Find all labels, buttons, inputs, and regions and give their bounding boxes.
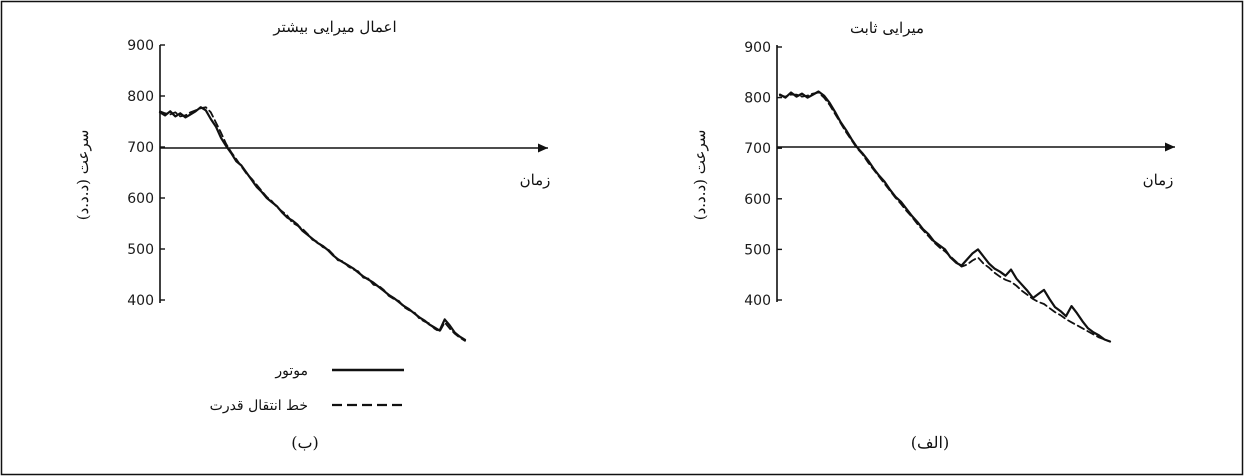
y-tick-label-b-700: 700 (127, 140, 154, 156)
y-tick-label-a-500: 500 (744, 242, 771, 258)
y-tick-label-a-400: 400 (744, 293, 771, 309)
series-line-a-driveline (779, 91, 1111, 343)
y-ticks-b: 900 800 700 600 500 400 (127, 38, 165, 309)
y-ticks-a: 900 800 700 600 500 400 (744, 40, 782, 309)
series-lines-b (158, 106, 467, 342)
y-tick-label-a-900: 900 (744, 40, 771, 56)
legend: موتور خط انتقال قدرت (210, 363, 404, 414)
y-tick-label-b-900: 900 (127, 38, 154, 54)
chart-title-b: اعمال میرایی بیشتر (272, 18, 396, 36)
series-lines-a (778, 90, 1112, 343)
y-tick-label-a-700: 700 (744, 141, 771, 157)
y-axis-label-b: سرعت (د.د.د) (74, 130, 92, 221)
chart-title-a: میرایی ثابت (850, 19, 924, 37)
x-axis-arrow-b (538, 143, 548, 153)
y-tick-label-a-600: 600 (744, 192, 771, 208)
y-tick-label-b-400: 400 (127, 293, 154, 309)
x-axis-arrow-a (1165, 142, 1175, 152)
x-axis-label-a: زمان (1143, 171, 1174, 189)
y-axis-label-a: سرعت (د.د.د) (691, 130, 709, 221)
series-line-b-engine (158, 106, 467, 341)
y-tick-label-b-500: 500 (127, 242, 154, 258)
chart-panel-a: میرایی ثابت زمان سرعت (د.د.د) 900 800 700 6… (691, 19, 1175, 452)
legend-label-engine: موتور (274, 363, 308, 379)
y-tick-label-b-800: 800 (127, 89, 154, 105)
y-tick-label-b-600: 600 (127, 191, 154, 207)
series-line-a-engine (778, 90, 1112, 343)
y-tick-label-a-800: 800 (744, 91, 771, 107)
legend-label-driveline: خط انتقال قدرت (210, 398, 308, 414)
chart-panel-b: اعمال میرایی بیشتر زمان سرعت (د.د.د) 900… (74, 18, 550, 452)
panel-label-b: (ب) (291, 433, 319, 452)
panel-label-a: (الف) (911, 433, 949, 452)
x-axis-label-b: زمان (520, 171, 551, 189)
series-line-b-driveline (159, 106, 466, 342)
